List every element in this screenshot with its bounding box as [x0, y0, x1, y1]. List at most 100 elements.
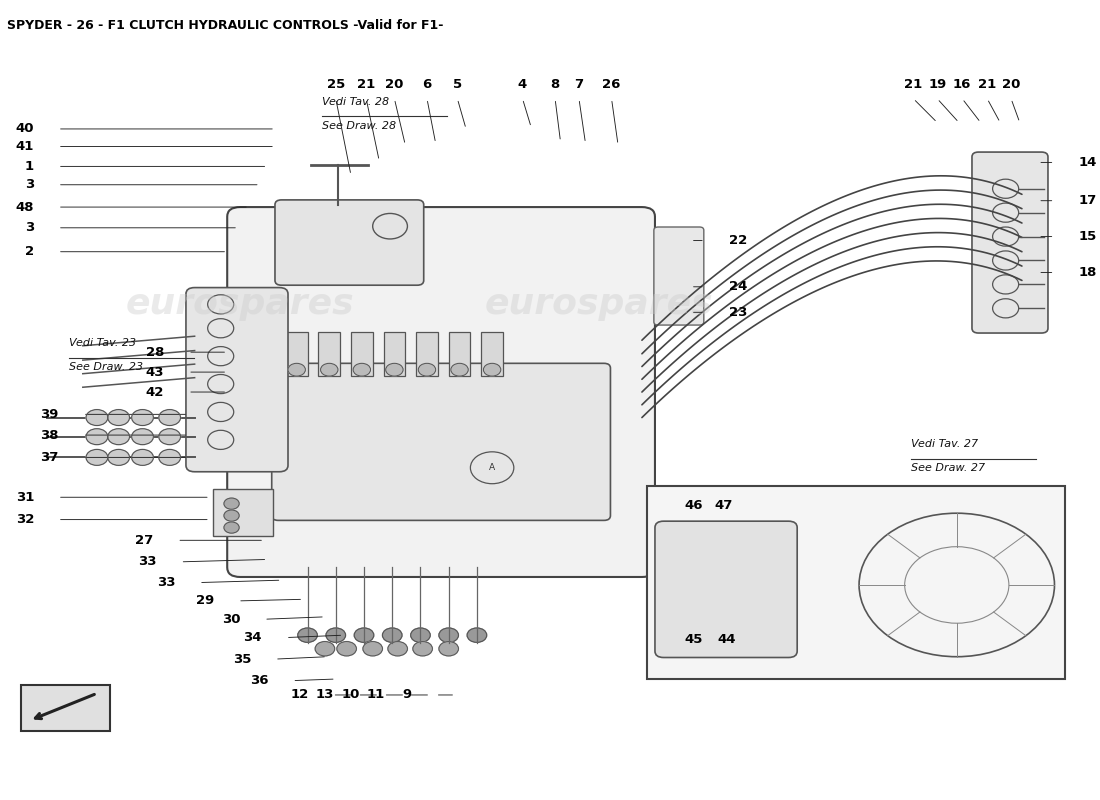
- Text: Vedi Tav. 27: Vedi Tav. 27: [911, 439, 978, 450]
- Text: 31: 31: [15, 490, 34, 504]
- Text: 44: 44: [717, 633, 736, 646]
- FancyBboxPatch shape: [275, 200, 424, 286]
- Text: eurospares: eurospares: [125, 287, 354, 322]
- Circle shape: [386, 363, 403, 376]
- Text: 46: 46: [685, 498, 703, 512]
- Text: 21: 21: [978, 78, 997, 90]
- Text: Vedi Tav. 23: Vedi Tav. 23: [68, 338, 135, 348]
- Circle shape: [298, 628, 317, 642]
- Text: 11: 11: [366, 689, 385, 702]
- Bar: [213, 490, 273, 535]
- Text: See Draw. 27: See Draw. 27: [911, 463, 986, 474]
- Circle shape: [132, 450, 153, 466]
- Text: eurospares: eurospares: [484, 287, 713, 322]
- FancyBboxPatch shape: [272, 363, 610, 520]
- Bar: [384, 332, 405, 376]
- FancyBboxPatch shape: [186, 287, 288, 472]
- Circle shape: [288, 363, 306, 376]
- Text: 29: 29: [196, 594, 214, 607]
- Circle shape: [132, 410, 153, 426]
- Circle shape: [132, 429, 153, 445]
- Text: 36: 36: [250, 674, 268, 687]
- Text: 42: 42: [146, 386, 164, 398]
- Circle shape: [326, 628, 345, 642]
- Text: 43: 43: [145, 366, 164, 378]
- Text: 30: 30: [222, 613, 240, 626]
- FancyBboxPatch shape: [653, 227, 704, 325]
- Text: 26: 26: [603, 78, 620, 90]
- Circle shape: [451, 363, 469, 376]
- Circle shape: [410, 628, 430, 642]
- Text: 20: 20: [1002, 78, 1020, 90]
- Text: 3: 3: [24, 222, 34, 234]
- Text: 47: 47: [714, 498, 733, 512]
- Text: 3: 3: [24, 178, 34, 191]
- Text: 24: 24: [729, 280, 747, 294]
- Text: See Draw. 28: See Draw. 28: [321, 121, 396, 130]
- Circle shape: [224, 510, 239, 521]
- FancyBboxPatch shape: [972, 152, 1048, 333]
- Text: 19: 19: [928, 78, 946, 90]
- Text: 8: 8: [550, 78, 560, 90]
- Circle shape: [86, 429, 108, 445]
- Text: 40: 40: [15, 122, 34, 135]
- Circle shape: [158, 410, 180, 426]
- Text: 17: 17: [1078, 194, 1097, 207]
- Circle shape: [483, 363, 500, 376]
- Text: 10: 10: [341, 689, 360, 702]
- Text: 28: 28: [146, 346, 164, 358]
- Text: 20: 20: [385, 78, 404, 90]
- Circle shape: [158, 429, 180, 445]
- Circle shape: [320, 363, 338, 376]
- Text: A: A: [490, 463, 495, 472]
- Circle shape: [418, 363, 436, 376]
- Circle shape: [363, 642, 383, 656]
- Text: See Draw. 23: See Draw. 23: [68, 362, 143, 372]
- Text: 27: 27: [135, 534, 153, 547]
- FancyBboxPatch shape: [228, 207, 654, 577]
- Bar: [351, 332, 373, 376]
- Bar: [482, 332, 503, 376]
- Bar: [286, 332, 308, 376]
- Text: 16: 16: [953, 78, 971, 90]
- Bar: [318, 332, 340, 376]
- Text: 35: 35: [233, 653, 251, 666]
- Text: 12: 12: [290, 689, 309, 702]
- Bar: [648, 486, 1065, 679]
- Text: 39: 39: [41, 408, 59, 421]
- Bar: [21, 685, 110, 731]
- Text: 9: 9: [403, 689, 411, 702]
- Text: 18: 18: [1078, 266, 1097, 279]
- Text: 32: 32: [15, 513, 34, 526]
- Bar: [449, 332, 471, 376]
- Text: 34: 34: [243, 631, 262, 644]
- Text: 2: 2: [25, 246, 34, 258]
- Text: 5: 5: [453, 78, 462, 90]
- Text: 6: 6: [422, 78, 431, 90]
- Circle shape: [108, 410, 130, 426]
- Circle shape: [468, 628, 486, 642]
- Circle shape: [412, 642, 432, 656]
- Circle shape: [439, 628, 459, 642]
- Text: 41: 41: [15, 140, 34, 153]
- Text: 7: 7: [574, 78, 583, 90]
- Text: 22: 22: [729, 234, 747, 247]
- Circle shape: [388, 642, 407, 656]
- Circle shape: [86, 450, 108, 466]
- Text: 48: 48: [15, 201, 34, 214]
- Circle shape: [353, 363, 371, 376]
- Circle shape: [224, 498, 239, 510]
- Text: 38: 38: [41, 429, 59, 442]
- Text: 25: 25: [327, 78, 345, 90]
- Circle shape: [337, 642, 356, 656]
- Text: 33: 33: [156, 576, 175, 589]
- Text: 13: 13: [316, 689, 333, 702]
- Circle shape: [439, 642, 459, 656]
- Text: 14: 14: [1078, 156, 1097, 169]
- Circle shape: [224, 522, 239, 533]
- Circle shape: [315, 642, 334, 656]
- Circle shape: [108, 450, 130, 466]
- Circle shape: [108, 429, 130, 445]
- Text: 37: 37: [41, 451, 59, 464]
- Text: 4: 4: [518, 78, 527, 90]
